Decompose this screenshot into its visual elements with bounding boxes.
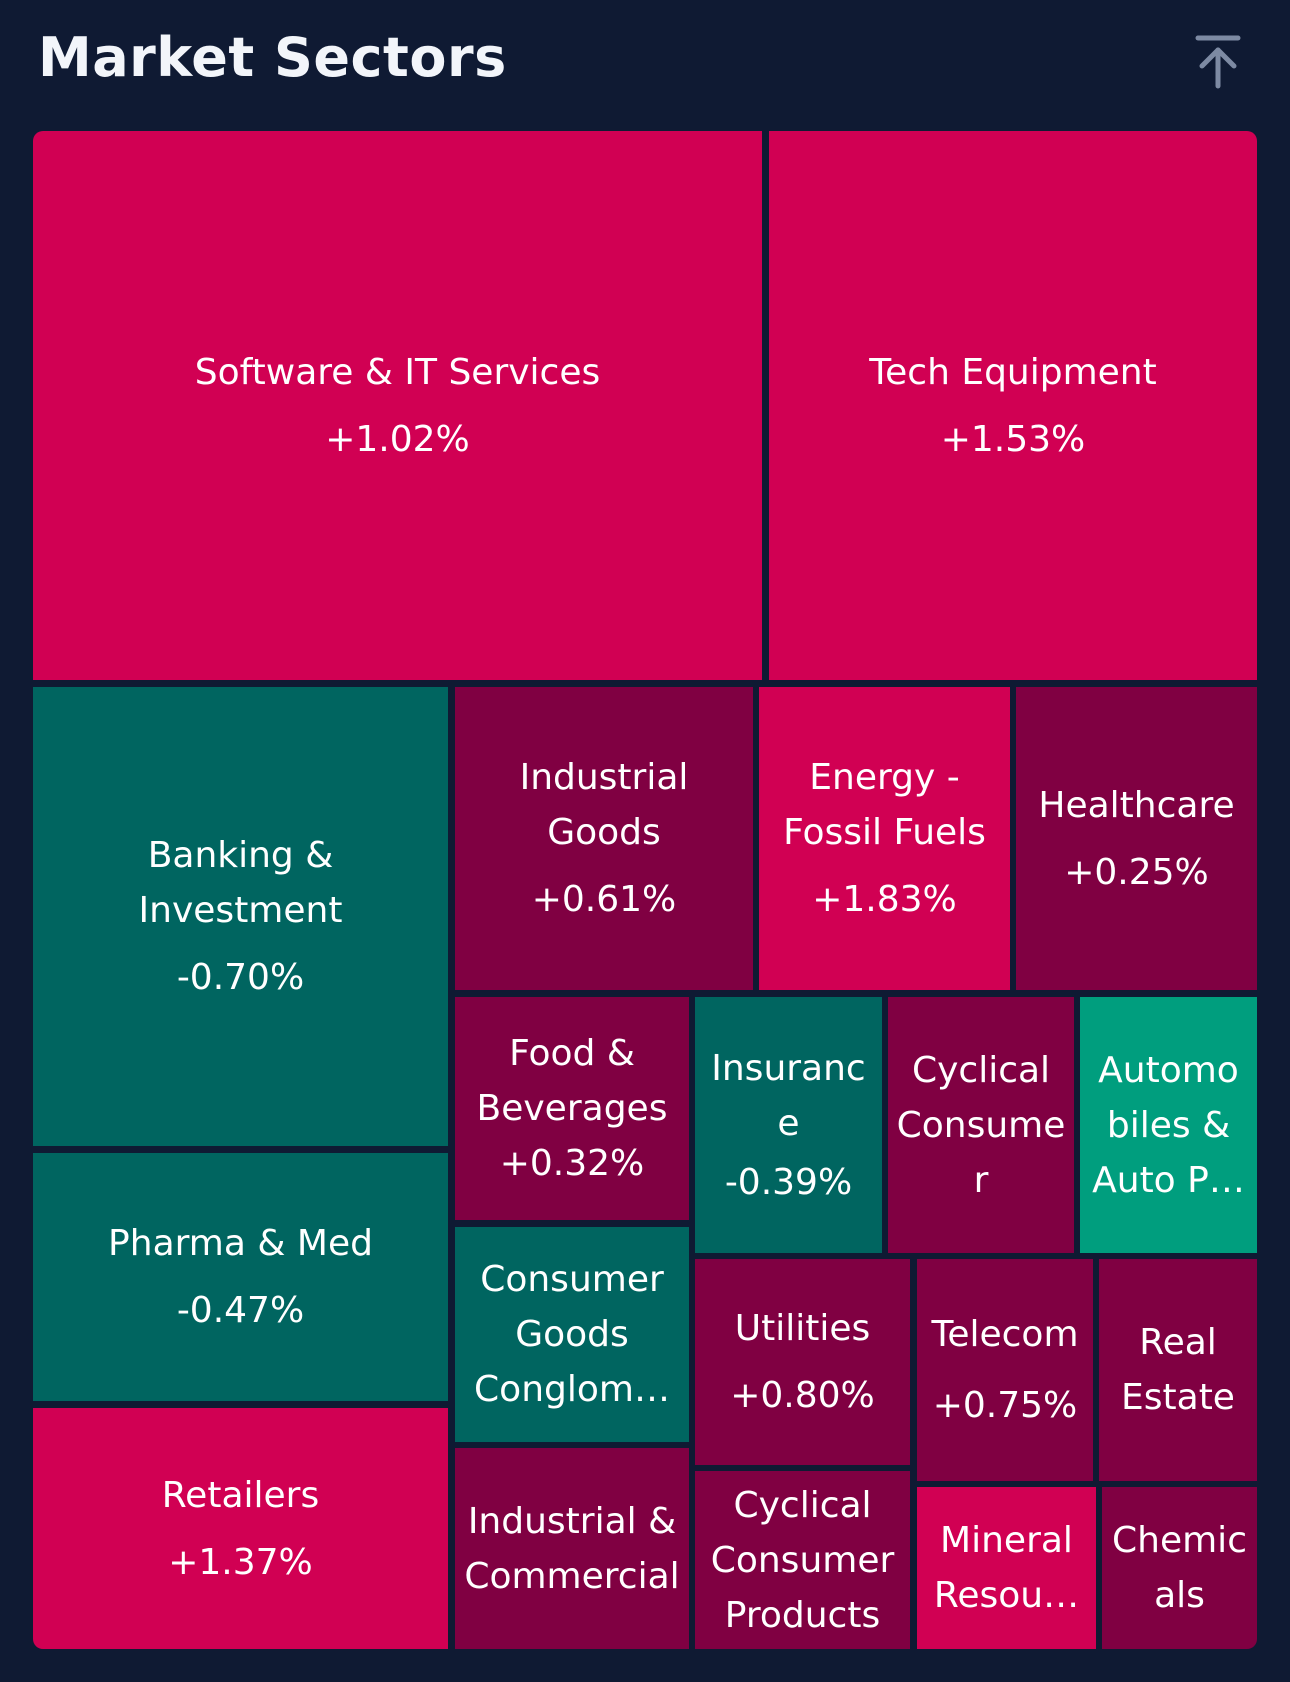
sector-tile-food-beverages[interactable]: Food & Beverages +0.32% — [455, 997, 689, 1220]
sector-name: Automobiles & Auto P… — [1092, 1049, 1245, 1201]
sector-change: +0.75% — [932, 1385, 1078, 1426]
sector-change: -0.47% — [176, 1290, 305, 1331]
sector-change: +0.80% — [730, 1375, 875, 1416]
sector-tile-banking-investment[interactable]: Banking & Investment -0.70% — [33, 687, 448, 1146]
sector-tile-energy-fossil-fuels[interactable]: Energy - Fossil Fuels +1.83% — [759, 687, 1010, 990]
sector-tile-real-estate[interactable]: Real Estate — [1099, 1259, 1257, 1481]
sector-name: Pharma & Med — [108, 1223, 373, 1264]
sector-name: Tech Equipment — [869, 351, 1157, 393]
sector-tile-utilities[interactable]: Utilities +0.80% — [695, 1259, 910, 1465]
sector-name: Telecom — [931, 1314, 1079, 1355]
sector-tile-consumer-goods-conglomerates[interactable]: Consumer Goods Conglom… — [455, 1227, 689, 1442]
sector-change: +1.53% — [940, 418, 1086, 460]
sector-tile-industrial-commercial[interactable]: Industrial & Commercial — [455, 1448, 689, 1649]
sector-name: Banking & Investment — [138, 835, 343, 931]
sector-change: +1.37% — [168, 1541, 313, 1583]
sector-tile-automobiles-auto-parts[interactable]: Automobiles & Auto P… — [1080, 997, 1257, 1253]
sector-name: Healthcare — [1038, 784, 1235, 826]
arrow-up-to-line-icon[interactable] — [1192, 30, 1244, 90]
sector-change: +0.61% — [531, 879, 677, 920]
sector-tile-software-it-services[interactable]: Software & IT Services +1.02% — [33, 131, 762, 680]
sector-name: Utilities — [734, 1308, 871, 1349]
sector-tile-pharma-med[interactable]: Pharma & Med -0.47% — [33, 1153, 448, 1401]
sector-name: Software & IT Services — [194, 351, 601, 393]
page-title: Market Sectors — [38, 26, 507, 89]
sector-tile-healthcare[interactable]: Healthcare +0.25% — [1016, 687, 1257, 990]
sector-name: Chemicals — [1112, 1520, 1247, 1616]
sector-treemap: Software & IT Services +1.02% Tech Equip… — [33, 131, 1257, 1649]
sector-tile-chemicals[interactable]: Chemicals — [1102, 1487, 1257, 1649]
sector-change: +1.02% — [325, 418, 470, 460]
sector-name: Energy - Fossil Fuels — [783, 757, 986, 853]
sector-change: -0.39% — [724, 1161, 853, 1203]
sector-name: Mineral Resou… — [933, 1520, 1080, 1616]
sector-name: Cyclical Consumer — [896, 1049, 1066, 1201]
sector-name: Food & Beverages — [476, 1033, 668, 1129]
sector-name: Industrial Goods — [519, 757, 689, 853]
sector-name: Retailers — [161, 1474, 320, 1516]
sector-tile-industrial-goods[interactable]: Industrial Goods +0.61% — [455, 687, 753, 990]
sector-tile-mineral-resources[interactable]: Mineral Resou… — [917, 1487, 1096, 1649]
sector-change: +0.25% — [1064, 851, 1209, 893]
sector-change: +1.83% — [812, 879, 957, 920]
sector-name: Cyclical Consumer Products — [710, 1484, 895, 1636]
sector-name: Consumer Goods Conglom… — [474, 1259, 670, 1410]
sector-tile-telecom[interactable]: Telecom +0.75% — [917, 1259, 1093, 1481]
sector-tile-tech-equipment[interactable]: Tech Equipment +1.53% — [769, 131, 1257, 680]
sector-change: -0.70% — [176, 957, 305, 998]
sector-tile-retailers[interactable]: Retailers +1.37% — [33, 1408, 448, 1649]
sector-change: +0.32% — [499, 1143, 645, 1184]
sector-tile-insurance[interactable]: Insurance -0.39% — [695, 997, 882, 1253]
sector-name: Insurance — [711, 1047, 866, 1144]
sector-name: Industrial & Commercial — [464, 1500, 680, 1597]
sector-tile-cyclical-consumer[interactable]: Cyclical Consumer — [888, 997, 1074, 1253]
sector-tile-cyclical-consumer-products[interactable]: Cyclical Consumer Products — [695, 1471, 910, 1649]
sector-name: Real Estate — [1121, 1322, 1235, 1418]
